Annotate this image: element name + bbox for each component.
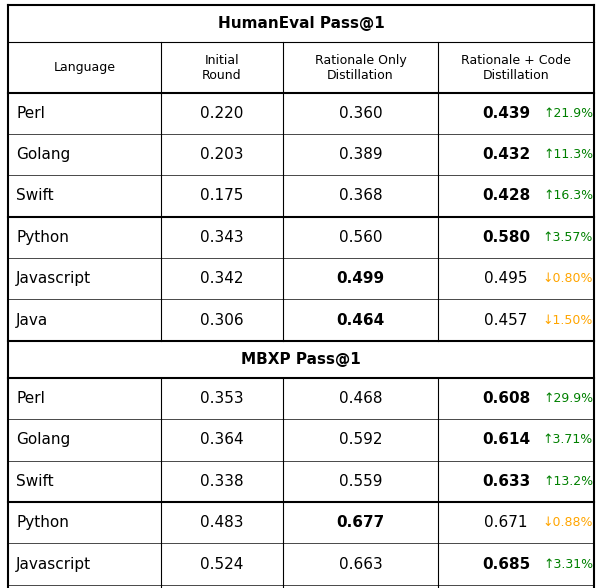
Text: 0.499: 0.499 [337, 271, 385, 286]
Text: 0.360: 0.360 [339, 106, 382, 121]
Text: 0.608: 0.608 [482, 391, 530, 406]
Text: 0.592: 0.592 [339, 432, 382, 447]
Text: ↑16.3%: ↑16.3% [543, 189, 593, 202]
Text: Golang: Golang [16, 147, 70, 162]
Text: ↑11.3%: ↑11.3% [543, 148, 593, 161]
Text: Java: Java [16, 313, 48, 328]
Text: Python: Python [16, 515, 69, 530]
Text: 0.580: 0.580 [482, 230, 530, 245]
Text: Golang: Golang [16, 432, 70, 447]
Text: ↑3.71%: ↑3.71% [543, 433, 593, 446]
Text: 0.663: 0.663 [338, 557, 382, 572]
Text: ↑3.57%: ↑3.57% [543, 231, 593, 244]
Text: Perl: Perl [16, 106, 45, 121]
Text: 0.439: 0.439 [482, 106, 530, 121]
Text: Javascript: Javascript [16, 557, 91, 572]
Text: ↓0.80%: ↓0.80% [543, 272, 593, 285]
Text: ↑3.31%: ↑3.31% [543, 557, 593, 570]
Text: Language: Language [54, 61, 116, 74]
Text: 0.483: 0.483 [200, 515, 244, 530]
Text: Perl: Perl [16, 391, 45, 406]
Text: 0.368: 0.368 [339, 189, 382, 203]
Text: HumanEval Pass@1: HumanEval Pass@1 [218, 16, 384, 31]
Text: 0.495: 0.495 [484, 271, 528, 286]
Text: 0.468: 0.468 [339, 391, 382, 406]
Text: ↑13.2%: ↑13.2% [543, 475, 593, 488]
Text: Initial
Round: Initial Round [202, 54, 242, 82]
Text: 0.338: 0.338 [200, 474, 244, 489]
Text: Swift: Swift [16, 474, 54, 489]
Text: 0.685: 0.685 [482, 557, 530, 572]
Text: 0.560: 0.560 [339, 230, 382, 245]
Text: 0.306: 0.306 [200, 313, 244, 328]
Text: MBXP Pass@1: MBXP Pass@1 [241, 352, 361, 367]
Text: ↓0.88%: ↓0.88% [543, 516, 593, 529]
Text: 0.203: 0.203 [200, 147, 244, 162]
Text: 0.364: 0.364 [200, 432, 244, 447]
Text: 0.457: 0.457 [485, 313, 528, 328]
Text: 0.175: 0.175 [200, 189, 244, 203]
Text: ↑21.9%: ↑21.9% [543, 107, 593, 120]
Text: 0.614: 0.614 [482, 432, 530, 447]
Text: ↓1.50%: ↓1.50% [543, 313, 593, 326]
Text: ↑29.9%: ↑29.9% [543, 392, 593, 405]
Text: Rationale Only
Distillation: Rationale Only Distillation [315, 54, 406, 82]
Text: 0.633: 0.633 [482, 474, 530, 489]
Text: 0.343: 0.343 [200, 230, 244, 245]
Text: 0.671: 0.671 [484, 515, 528, 530]
Text: 0.342: 0.342 [200, 271, 244, 286]
Text: 0.677: 0.677 [337, 515, 385, 530]
Text: 0.220: 0.220 [200, 106, 244, 121]
Text: 0.428: 0.428 [482, 189, 530, 203]
Text: 0.389: 0.389 [339, 147, 382, 162]
Text: Rationale + Code
Distillation: Rationale + Code Distillation [461, 54, 571, 82]
Text: Javascript: Javascript [16, 271, 91, 286]
Text: 0.432: 0.432 [482, 147, 530, 162]
Text: Python: Python [16, 230, 69, 245]
Text: 0.524: 0.524 [200, 557, 244, 572]
Text: 0.353: 0.353 [200, 391, 244, 406]
Text: Swift: Swift [16, 189, 54, 203]
Text: 0.559: 0.559 [339, 474, 382, 489]
Text: 0.464: 0.464 [337, 313, 385, 328]
